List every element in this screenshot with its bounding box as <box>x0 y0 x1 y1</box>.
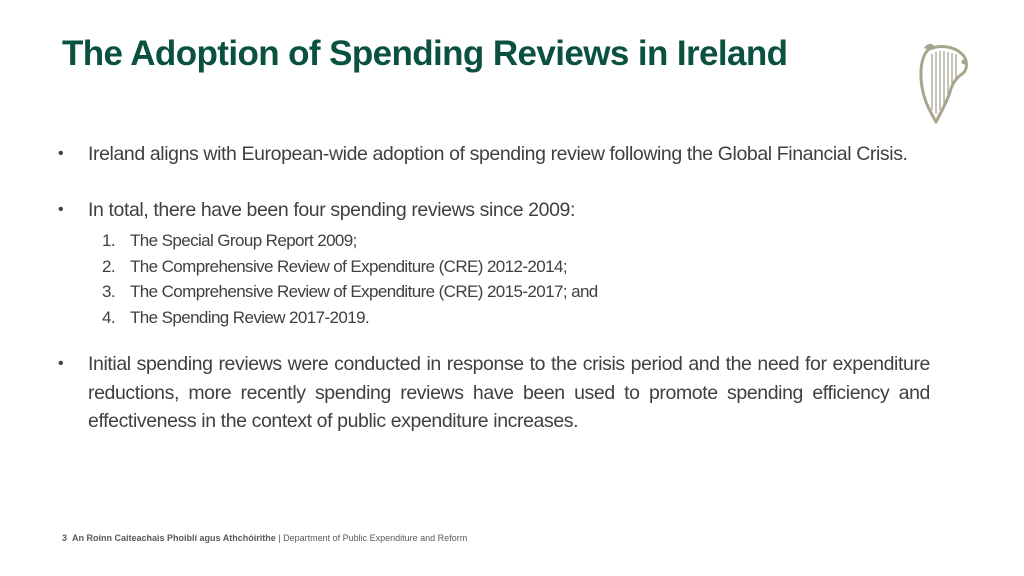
list-number: 2. <box>102 256 116 276</box>
bullet-item: • Initial spending reviews were conducte… <box>58 350 930 436</box>
slide-footer: 3 An Roinn Caiteachais Phoiblí agus Athc… <box>62 533 467 543</box>
harp-emblem-icon <box>919 43 968 124</box>
department-english-name: Department of Public Expenditure and Ref… <box>283 533 468 543</box>
list-text: The Special Group Report 2009; <box>130 231 357 250</box>
list-number: 1. <box>102 231 116 250</box>
bullet-text: Ireland aligns with European-wide adopti… <box>88 143 908 165</box>
bullet-dot: • <box>58 200 64 218</box>
slide-body: • Ireland aligns with European-wide adop… <box>58 140 930 436</box>
footer-separator: | <box>278 533 281 543</box>
spending-review-list: 1. The Special Group Report 2009; 2. The… <box>58 228 930 330</box>
list-item: 3. The Comprehensive Review of Expenditu… <box>102 279 930 305</box>
list-item: 1. The Special Group Report 2009; <box>102 228 930 254</box>
list-text: The Comprehensive Review of Expenditure … <box>130 256 568 276</box>
list-item: 2. The Comprehensive Review of Expenditu… <box>102 254 930 280</box>
bullet-dot: • <box>58 355 64 372</box>
list-number: 4. <box>102 307 116 327</box>
bullet-text: In total, there have been four spending … <box>88 198 575 221</box>
bullet-item: • In total, there have been four spendin… <box>58 196 930 225</box>
list-text: The Comprehensive Review of Expenditure … <box>130 282 598 301</box>
department-irish-name: An Roinn Caiteachais Phoiblí agus Athchó… <box>72 533 276 543</box>
list-item: 4. The Spending Review 2017-2019. <box>102 305 930 331</box>
bullet-text: Initial spending reviews were conducted … <box>88 353 930 432</box>
page-number: 3 <box>62 533 68 543</box>
list-text: The Spending Review 2017-2019. <box>130 307 370 327</box>
slide-title: The Adoption of Spending Reviews in Irel… <box>62 34 788 73</box>
list-number: 3. <box>102 282 116 301</box>
bullet-dot: • <box>58 145 64 162</box>
bullet-item: • Ireland aligns with European-wide adop… <box>58 140 930 169</box>
